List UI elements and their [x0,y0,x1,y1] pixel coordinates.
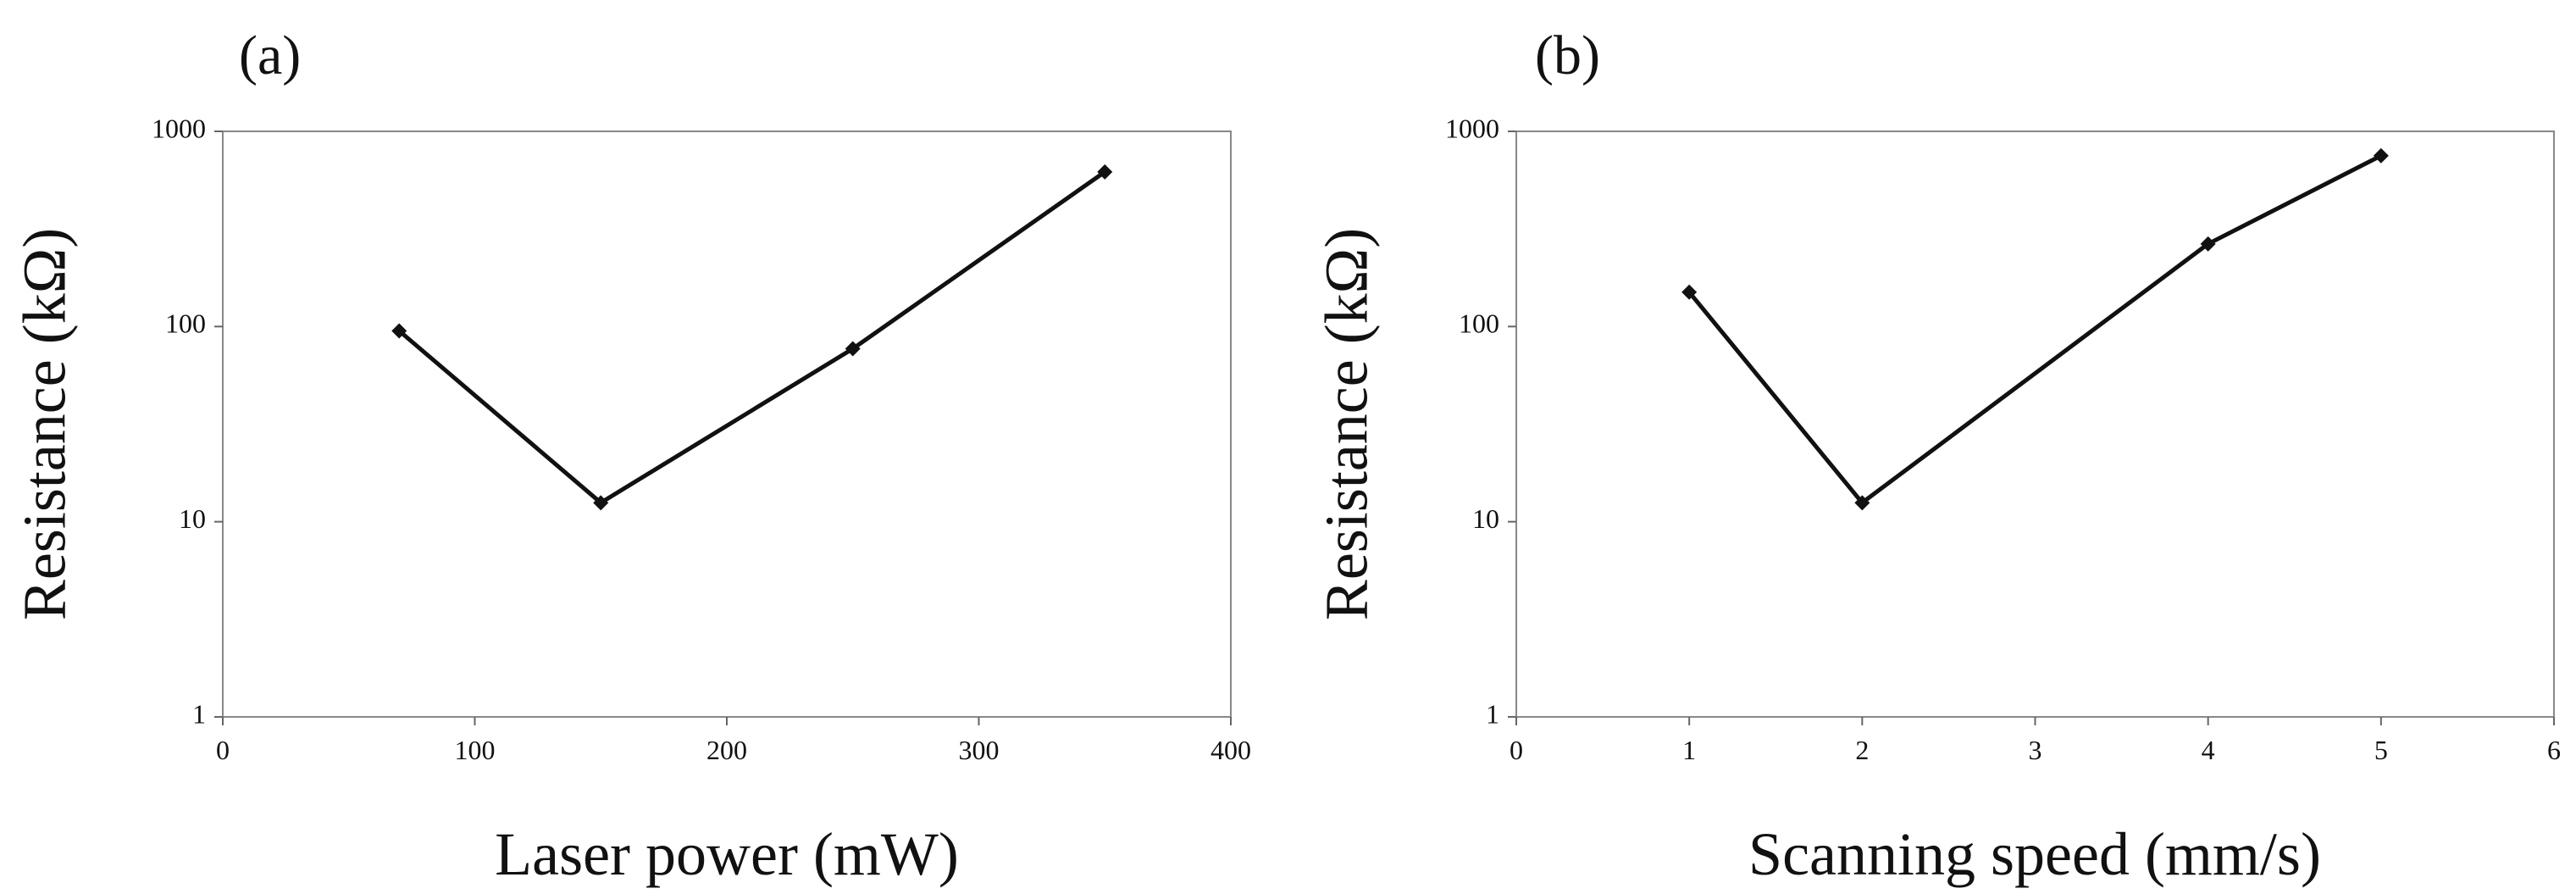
data-point [1854,495,1870,511]
y-tick-label: 10 [179,503,206,534]
y-tick-label: 100 [1459,308,1499,339]
x-tick-label: 0 [1510,735,1523,765]
x-tick-label: 200 [706,735,747,765]
series-line [1687,153,2382,505]
series-line [397,169,1106,505]
y-tick-label: 1000 [152,113,206,143]
y-axis-label: Resistance (kΩ) [1313,228,1381,620]
data-point [1681,284,1698,300]
y-tick-label: 1000 [1445,113,1499,143]
plot-area [1515,130,2555,718]
data-point [2200,236,2216,252]
data-point [1097,164,1113,180]
x-tick-label: 300 [959,735,1000,765]
panel-label: (b) [1535,25,1600,86]
panel-label: (a) [239,25,301,86]
data-point [593,495,609,511]
data-point [391,323,407,339]
x-axis-label: Scanning speed (mm/s) [1748,820,2321,888]
data-point [2373,147,2389,164]
x-tick-label: 5 [2374,735,2388,765]
x-tick-label: 0 [216,735,230,765]
y-tick-label: 1 [192,698,206,729]
x-tick-label: 3 [2029,735,2042,765]
x-tick-label: 100 [455,735,496,765]
x-tick-label: 6 [2547,735,2561,765]
y-tick-label: 10 [1472,503,1499,534]
x-tick-label: 2 [1855,735,1869,765]
y-tick-label: 1 [1486,698,1499,729]
x-tick-label: 400 [1210,735,1251,765]
y-tick-label: 100 [165,308,206,339]
x-tick-label: 4 [2202,735,2215,765]
data-point [845,341,861,357]
x-tick-label: 1 [1682,735,1696,765]
chart-panel-a: (a) 1 10 100 1000 0 100 200 300 400 Laser power (m… [11,25,1251,888]
x-axis-label: Laser power (mW) [495,820,959,888]
y-axis-label: Resistance (kΩ) [11,228,79,620]
